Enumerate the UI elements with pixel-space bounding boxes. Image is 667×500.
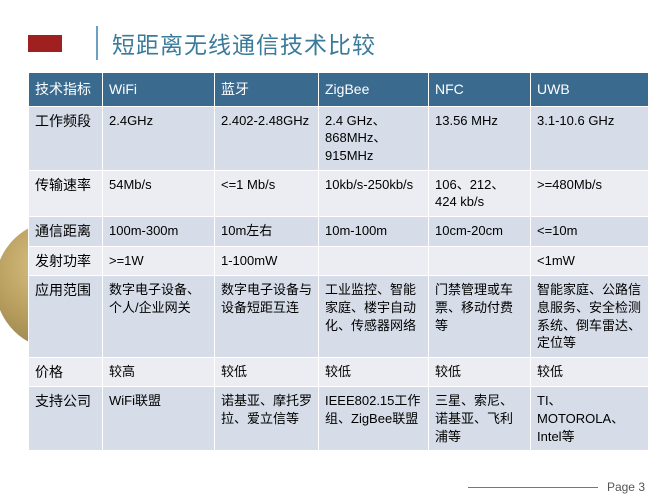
table-cell: 价格 [29,357,103,387]
table-row: 发射功率>=1W1-100mW <1mW [29,246,649,276]
table-cell: 较低 [319,357,429,387]
table-cell: 智能家庭、公路信息服务、安全检测系统、倒车雷达、定位等 [531,276,649,357]
table-cell: 传输速率 [29,170,103,216]
table-cell: 较低 [531,357,649,387]
col-header: WiFi [103,73,215,107]
table-cell: >=480Mb/s [531,170,649,216]
table-cell: 2.402-2.48GHz [215,106,319,170]
table-cell: 数字电子设备、个人/企业网关 [103,276,215,357]
table-header-row: 技术指标 WiFi 蓝牙 ZigBee NFC UWB [29,73,649,107]
table-cell: WiFi联盟 [103,387,215,451]
table-cell [429,246,531,276]
table-cell: 数字电子设备与设备短距互连 [215,276,319,357]
table-cell [319,246,429,276]
col-header: NFC [429,73,531,107]
table-cell: 通信距离 [29,216,103,246]
page-footer: Page 3 [468,480,645,494]
table-cell: 3.1-10.6 GHz [531,106,649,170]
table-row: 支持公司WiFi联盟诺基亚、摩托罗拉、爱立信等IEEE802.15工作组、Zig… [29,387,649,451]
title-divider [96,26,98,60]
table-cell: 106、212、424 kb/s [429,170,531,216]
table-cell: 1-100mW [215,246,319,276]
title-marker [28,35,62,52]
table-cell: <1mW [531,246,649,276]
table-cell: 三星、索尼、诺基亚、飞利浦等 [429,387,531,451]
table-cell: >=1W [103,246,215,276]
table-cell: 13.56 MHz [429,106,531,170]
table-cell: 10cm-20cm [429,216,531,246]
comparison-table: 技术指标 WiFi 蓝牙 ZigBee NFC UWB 工作频段2.4GHz2.… [28,72,649,451]
page-number: Page 3 [607,480,645,494]
table-cell: TI、MOTOROLA、Intel等 [531,387,649,451]
table-cell: 支持公司 [29,387,103,451]
col-header: 技术指标 [29,73,103,107]
table-row: 传输速率54Mb/s<=1 Mb/s10kb/s-250kb/s106、212、… [29,170,649,216]
table-cell: 10kb/s-250kb/s [319,170,429,216]
title-row: 短距离无线通信技术比较 [0,0,667,66]
table-row: 通信距离100m-300m10m左右10m-100m10cm-20cm<=10m [29,216,649,246]
table-cell: 门禁管理或车票、移动付费等 [429,276,531,357]
table-cell: 应用范围 [29,276,103,357]
table-cell: 发射功率 [29,246,103,276]
table-cell: 工业监控、智能家庭、楼宇自动化、传感器网络 [319,276,429,357]
table-cell: <=10m [531,216,649,246]
table-cell: IEEE802.15工作组、ZigBee联盟 [319,387,429,451]
page-title: 短距离无线通信技术比较 [112,26,376,60]
table-cell: 诺基亚、摩托罗拉、爱立信等 [215,387,319,451]
table-cell: <=1 Mb/s [215,170,319,216]
table-cell: 工作频段 [29,106,103,170]
table-cell: 100m-300m [103,216,215,246]
col-header: UWB [531,73,649,107]
table-cell: 2.4GHz [103,106,215,170]
table-cell: 较低 [429,357,531,387]
table-cell: 54Mb/s [103,170,215,216]
col-header: ZigBee [319,73,429,107]
col-header: 蓝牙 [215,73,319,107]
table-cell: 10m左右 [215,216,319,246]
table-cell: 2.4 GHz、868MHz、915MHz [319,106,429,170]
table-cell: 10m-100m [319,216,429,246]
table-row: 应用范围数字电子设备、个人/企业网关数字电子设备与设备短距互连工业监控、智能家庭… [29,276,649,357]
table-row: 工作频段2.4GHz2.402-2.48GHz2.4 GHz、868MHz、91… [29,106,649,170]
comparison-table-wrap: 技术指标 WiFi 蓝牙 ZigBee NFC UWB 工作频段2.4GHz2.… [28,72,649,451]
table-row: 价格较高较低较低较低较低 [29,357,649,387]
table-cell: 较低 [215,357,319,387]
table-cell: 较高 [103,357,215,387]
